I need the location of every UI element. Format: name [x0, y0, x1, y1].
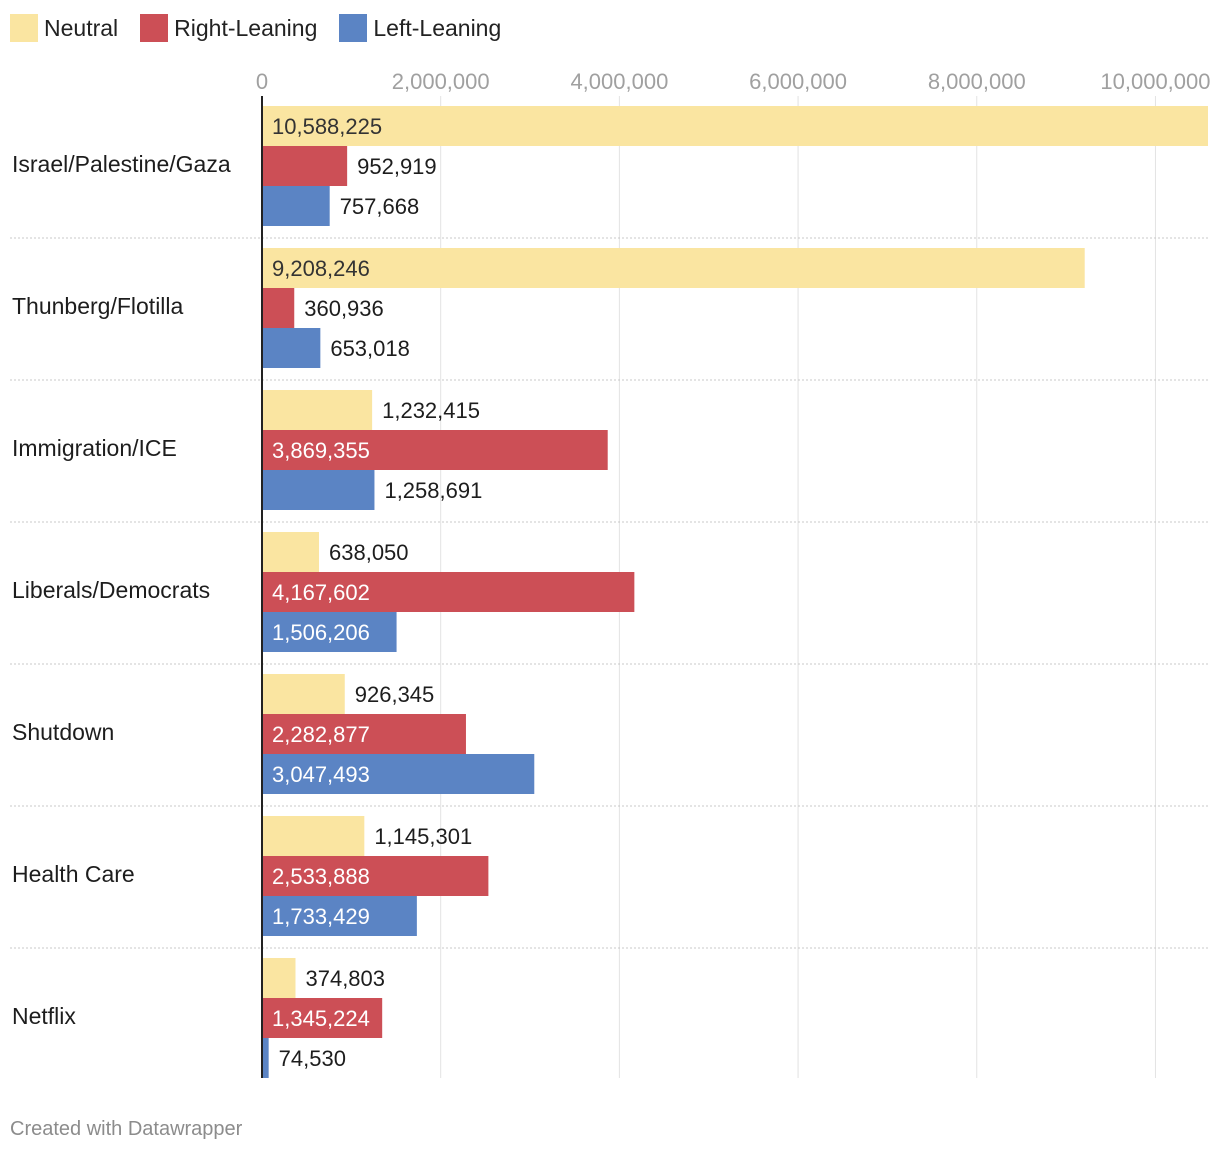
- bar: [262, 106, 1208, 146]
- bar: [262, 1038, 269, 1078]
- value-label: 74,530: [279, 1046, 346, 1071]
- x-tick-label: 2,000,000: [392, 69, 490, 94]
- value-label: 374,803: [305, 966, 385, 991]
- value-label: 4,167,602: [272, 580, 370, 605]
- bar: [262, 572, 635, 612]
- bar: [262, 998, 383, 1038]
- value-label: 638,050: [329, 540, 409, 565]
- bar-chart: 0 2,000,000 4,000,000 6,000,000 8,000,000 10,…: [10, 69, 1211, 1078]
- x-tick-label: 8,000,000: [928, 69, 1026, 94]
- legend-swatch: [10, 14, 38, 42]
- legend-item-left-leaning: Left-Leaning: [339, 14, 501, 42]
- value-label: 3,047,493: [272, 762, 370, 787]
- legend-swatch: [339, 14, 368, 42]
- bar: [262, 470, 375, 510]
- bar: [262, 390, 373, 430]
- value-label: 1,345,224: [272, 1006, 370, 1031]
- bar: [262, 612, 397, 652]
- category-label: Netflix: [12, 1003, 76, 1029]
- category-label: Israel/Palestine/Gaza: [12, 151, 231, 177]
- bar: [262, 896, 417, 936]
- value-label: 1,232,415: [382, 398, 480, 423]
- category-label: Liberals/Democrats: [12, 577, 210, 603]
- legend-label: Neutral: [44, 14, 119, 41]
- legend-item-right-leaning: Right-Leaning: [140, 14, 317, 42]
- value-label: 1,506,206: [272, 620, 370, 645]
- bar: [262, 958, 296, 998]
- bar: [262, 146, 348, 186]
- value-label: 2,282,877: [272, 722, 370, 747]
- value-label: 1,258,691: [384, 478, 482, 503]
- bar: [262, 714, 466, 754]
- bar: [262, 532, 320, 572]
- value-label: 3,869,355: [272, 438, 370, 463]
- value-label: 757,668: [340, 194, 420, 219]
- bar: [262, 430, 608, 470]
- x-tick-label: 6,000,000: [749, 69, 847, 94]
- category-label: Shutdown: [12, 719, 114, 745]
- bar: [262, 328, 321, 368]
- value-label: 360,936: [304, 296, 384, 321]
- bar: [262, 186, 330, 226]
- value-label: 926,345: [355, 682, 435, 707]
- category-label: Thunberg/Flotilla: [12, 293, 184, 319]
- value-label: 9,208,246: [272, 256, 370, 281]
- bar: [262, 288, 295, 328]
- bar: [262, 816, 365, 856]
- legend-label: Right-Leaning: [174, 14, 318, 41]
- x-tick-label: 10,000,000: [1100, 69, 1210, 94]
- x-tick-label: 0: [256, 69, 268, 94]
- value-label: 2,533,888: [272, 864, 370, 889]
- legend: Neutral Right-Leaning Left-Leaning: [10, 12, 523, 44]
- legend-item-neutral: Neutral: [10, 14, 118, 42]
- category-label: Immigration/ICE: [12, 435, 177, 461]
- value-label: 1,145,301: [374, 824, 472, 849]
- bar: [262, 856, 489, 896]
- bar: [262, 754, 535, 794]
- value-label: 653,018: [330, 336, 410, 361]
- value-label: 10,588,225: [272, 114, 382, 139]
- value-label: 952,919: [357, 154, 437, 179]
- category-label: Health Care: [12, 861, 135, 887]
- value-label: 1,733,429: [272, 904, 370, 929]
- credit-text: Created with Datawrapper: [10, 1118, 243, 1140]
- bar: [262, 248, 1085, 288]
- legend-label: Left-Leaning: [373, 14, 502, 41]
- bar: [262, 674, 345, 714]
- legend-swatch: [140, 14, 169, 42]
- x-tick-label: 4,000,000: [570, 69, 668, 94]
